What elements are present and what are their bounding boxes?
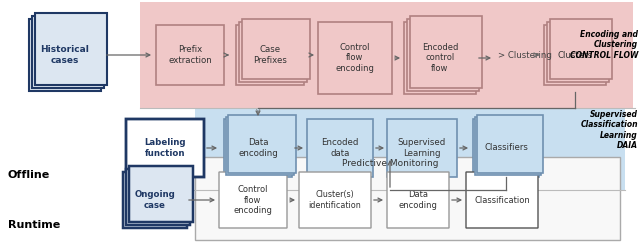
FancyBboxPatch shape [544, 25, 606, 85]
FancyBboxPatch shape [126, 169, 190, 225]
FancyBboxPatch shape [387, 172, 449, 228]
FancyBboxPatch shape [307, 119, 373, 177]
FancyBboxPatch shape [129, 166, 193, 222]
FancyBboxPatch shape [236, 25, 304, 85]
FancyBboxPatch shape [156, 25, 224, 85]
FancyBboxPatch shape [404, 22, 476, 94]
FancyBboxPatch shape [126, 119, 204, 177]
Text: Offline: Offline [8, 170, 51, 180]
FancyBboxPatch shape [547, 22, 609, 82]
Text: Clusters: Clusters [557, 50, 593, 60]
FancyBboxPatch shape [219, 172, 287, 228]
Text: Classification: Classification [474, 196, 530, 205]
Text: v: v [256, 108, 260, 117]
FancyBboxPatch shape [410, 16, 482, 88]
FancyBboxPatch shape [477, 115, 543, 173]
Text: Control
flow
encoding: Control flow encoding [234, 185, 273, 215]
FancyBboxPatch shape [228, 115, 296, 173]
FancyBboxPatch shape [473, 119, 539, 177]
FancyBboxPatch shape [32, 16, 104, 88]
Text: Encoding and
Clustering
CONTROL FLOW: Encoding and Clustering CONTROL FLOW [570, 30, 638, 60]
FancyBboxPatch shape [35, 13, 107, 85]
Text: Data
encoding: Data encoding [399, 190, 437, 210]
Bar [140, 2, 633, 108]
Text: Supervised
Learning: Supervised Learning [398, 138, 446, 158]
Text: > Clustering: > Clustering [498, 50, 552, 60]
Text: Supervised
Classification
Learning
DAIA: Supervised Classification Learning DAIA [580, 110, 638, 150]
Text: Cluster(s)
identification: Cluster(s) identification [308, 190, 362, 210]
FancyBboxPatch shape [239, 22, 307, 82]
FancyBboxPatch shape [29, 19, 101, 91]
Text: Labeling
function: Labeling function [144, 138, 186, 158]
FancyBboxPatch shape [123, 172, 187, 228]
FancyBboxPatch shape [242, 19, 310, 79]
Text: Ongoing
case: Ongoing case [134, 190, 175, 210]
FancyBboxPatch shape [407, 19, 479, 91]
Text: Classifiers: Classifiers [484, 144, 528, 152]
Bar [195, 157, 620, 240]
Text: Runtime: Runtime [8, 220, 60, 230]
Text: Prefix
extraction: Prefix extraction [168, 45, 212, 65]
Text: Control
flow
encoding: Control flow encoding [335, 43, 374, 73]
FancyBboxPatch shape [550, 19, 612, 79]
FancyBboxPatch shape [387, 119, 457, 177]
Bar [195, 108, 625, 190]
Text: Predictive Monitoring: Predictive Monitoring [342, 159, 438, 168]
FancyBboxPatch shape [226, 117, 294, 175]
Text: Data
encoding: Data encoding [238, 138, 278, 158]
Text: Case
Prefixes: Case Prefixes [253, 45, 287, 65]
FancyBboxPatch shape [224, 119, 292, 177]
FancyBboxPatch shape [318, 22, 392, 94]
FancyBboxPatch shape [475, 117, 541, 175]
Text: Encoded
data: Encoded data [321, 138, 358, 158]
Text: Encoded
control
flow: Encoded control flow [422, 43, 458, 73]
FancyBboxPatch shape [466, 172, 538, 228]
FancyBboxPatch shape [299, 172, 371, 228]
Text: Historical
cases: Historical cases [40, 45, 90, 65]
